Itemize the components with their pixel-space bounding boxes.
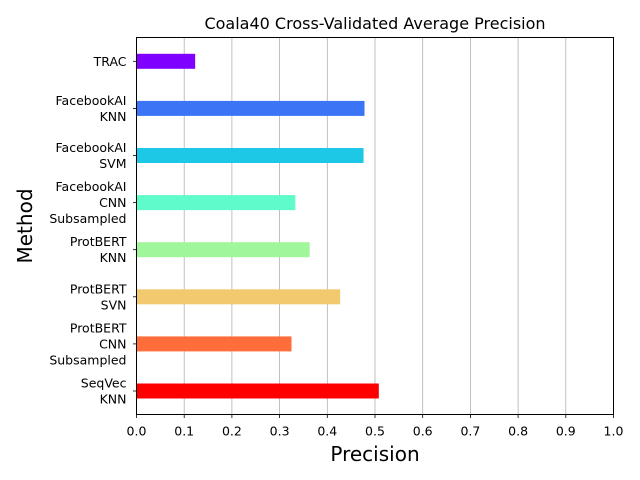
y-tick-label: TRAC	[93, 54, 127, 69]
x-axis-ticks: 0.0 0.1 0.2 0.3 0.4 0.5 0.6 0.7 0.8 0.9 1.0	[127, 414, 624, 439]
y-axis-label: Method	[13, 188, 37, 263]
x-tick-label: 0.5	[365, 424, 385, 439]
y-tick-label: SeqVec KNN	[81, 376, 127, 407]
x-tick-label: 0.1	[174, 424, 194, 439]
bar	[136, 336, 292, 352]
bar	[136, 100, 365, 116]
bar	[136, 53, 196, 69]
y-tick-label: ProtBERT SVN	[70, 281, 127, 312]
y-tick-label: FacebookAI KNN	[56, 93, 127, 124]
chart-title: Coala40 Cross-Validated Average Precisio…	[204, 14, 545, 33]
x-tick-label: 0.3	[270, 424, 290, 439]
y-tick-label: ProtBERT KNN	[70, 234, 127, 265]
y-tick-label: FacebookAI SVM	[56, 140, 127, 171]
y-axis-ticks: SeqVec KNN ProtBERT CNN Subsampled ProtBERT SV…	[49, 54, 137, 407]
bar	[136, 289, 341, 305]
bar	[136, 148, 364, 163]
x-tick-label: 0.0	[127, 424, 147, 439]
bar	[136, 195, 296, 211]
bars	[136, 53, 379, 399]
x-tick-label: 0.4	[317, 424, 337, 439]
bar	[136, 383, 379, 399]
x-tick-label: 0.9	[556, 424, 576, 439]
x-tick-label: 0.7	[460, 424, 480, 439]
bar	[136, 242, 310, 258]
y-tick-label: ProtBERT CNN Subsampled	[49, 320, 127, 367]
x-tick-label: 0.8	[508, 424, 528, 439]
x-tick-label: 0.6	[413, 424, 433, 439]
y-tick-label: FacebookAI CNN Subsampled	[49, 179, 126, 226]
x-tick-label: 0.2	[222, 424, 242, 439]
x-tick-label: 1.0	[604, 424, 624, 439]
gridlines	[183, 37, 567, 415]
x-axis-label: Precision	[330, 442, 419, 466]
